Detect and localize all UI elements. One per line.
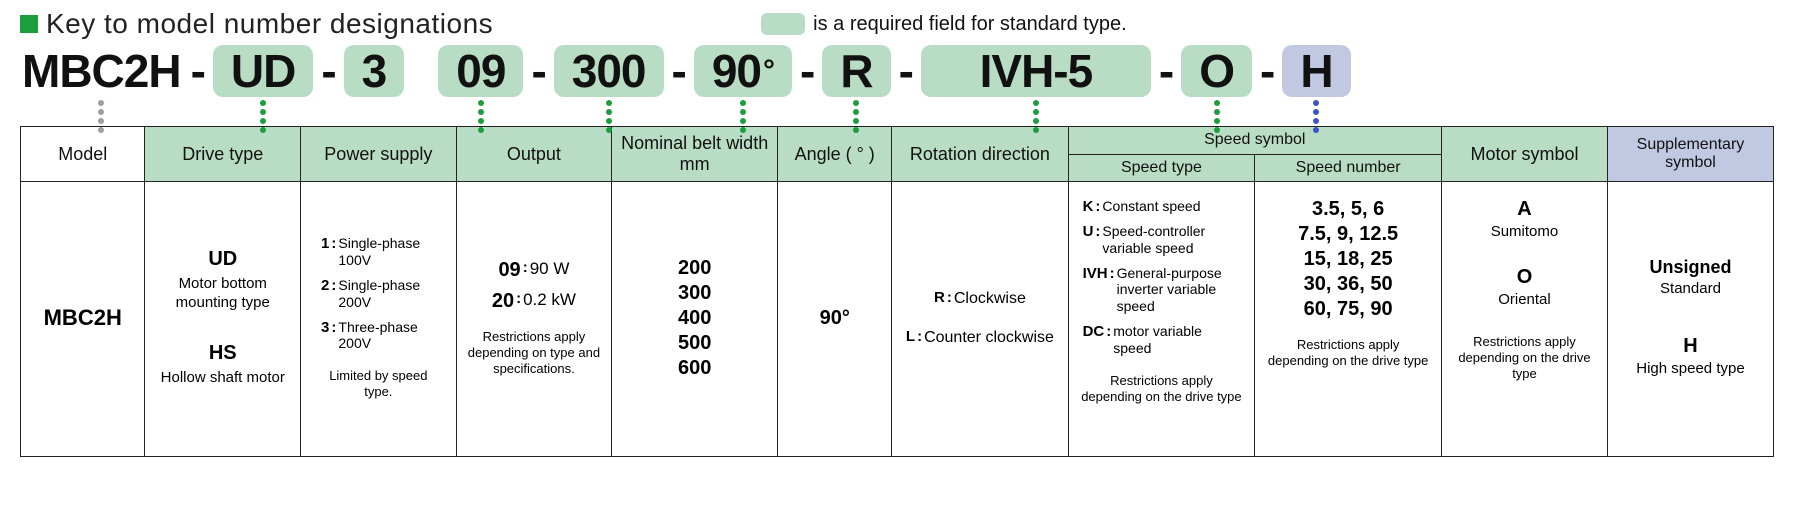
cell-angle-value: 90°: [788, 307, 881, 330]
cell-power-supply: 1: Single-phase 100V2: Single-phase 200V…: [301, 182, 457, 457]
rot-key-l: L: [906, 328, 915, 345]
degree-symbol: °: [763, 54, 774, 88]
rot-val-r: Clockwise: [954, 289, 1026, 308]
seg-motor: O: [1181, 45, 1252, 97]
dash: -: [670, 44, 688, 98]
motor-desc-a: Sumitomo: [1491, 223, 1559, 242]
th-output: Output: [456, 127, 612, 182]
dash: -: [897, 44, 915, 98]
motor-code-a: A: [1517, 198, 1531, 221]
seg-prefix: MBC2H: [20, 45, 183, 97]
cell-model-value: MBC2H: [31, 305, 134, 331]
th-drive-type: Drive type: [145, 127, 301, 182]
title-text: Key to model number designations: [46, 8, 493, 40]
legend-swatch: [761, 13, 805, 35]
dash: -: [1157, 44, 1175, 98]
connector-dots-row: [20, 100, 1774, 126]
seg-power-supply: 3: [344, 45, 405, 97]
designation-table: Model Drive type Power supply Output Nom…: [20, 126, 1774, 457]
rot-key-r: R: [934, 289, 945, 306]
output-note: Restrictions apply depending on type and…: [467, 329, 602, 378]
seg-angle-value: 90: [712, 44, 761, 98]
th-rotation: Rotation direction: [892, 127, 1068, 182]
th-motor: Motor symbol: [1442, 127, 1608, 182]
motor-note: Restrictions apply depending on the driv…: [1452, 334, 1597, 383]
cell-rotation: R:Clockwise L:Counter clockwise: [892, 182, 1068, 457]
seg-supplementary: H: [1282, 45, 1350, 97]
supp-desc-a: Standard: [1660, 280, 1721, 299]
motor-desc-b: Oriental: [1498, 291, 1551, 310]
cell-output: 09:90 W20:0.2 kW Restrictions apply depe…: [456, 182, 612, 457]
drive-type-code-a: UD: [208, 248, 237, 271]
supp-code-a: Unsigned: [1649, 257, 1731, 278]
th-angle: Angle ( ° ): [778, 127, 892, 182]
legend: is a required field for standard type.: [761, 13, 1127, 36]
seg-output: 09: [438, 45, 523, 97]
dash: -: [798, 44, 816, 98]
cell-width: 200300400500600: [612, 182, 778, 457]
supp-code-b: H: [1683, 335, 1697, 358]
th-speed-symbol: Speed symbol: [1068, 127, 1441, 155]
title-marker: [20, 15, 38, 33]
dash: -: [529, 44, 547, 98]
drive-type-desc-a: Motor bottom mounting type: [155, 275, 290, 313]
rot-val-l: Counter clockwise: [924, 328, 1054, 347]
supp-desc-b: High speed type: [1636, 360, 1744, 379]
cell-model: MBC2H: [21, 182, 145, 457]
seg-speed: IVH-5: [921, 45, 1151, 97]
seg-width: 300: [554, 45, 664, 97]
power-supply-note: Limited by speed type.: [317, 368, 440, 401]
th-width: Nominal belt width mm: [612, 127, 778, 182]
cell-speed-number: 3.5, 5, 67.5, 9, 12.515, 18, 2530, 36, 5…: [1255, 182, 1442, 457]
dash: -: [1258, 44, 1276, 98]
legend-text: is a required field for standard type.: [813, 13, 1127, 36]
cell-motor: A Sumitomo O Oriental Restrictions apply…: [1442, 182, 1608, 457]
cell-drive-type: UD Motor bottom mounting type HS Hollow …: [145, 182, 301, 457]
th-speed-type: Speed type: [1068, 154, 1255, 182]
drive-type-code-b: HS: [209, 342, 237, 365]
th-power-supply: Power supply: [301, 127, 457, 182]
seg-rotation: R: [822, 45, 890, 97]
dash: -: [189, 44, 207, 98]
speed-number-note: Restrictions apply depending on the driv…: [1265, 337, 1431, 370]
title-row: Key to model number designations is a re…: [20, 8, 1774, 40]
speed-type-note: Restrictions apply depending on the driv…: [1079, 373, 1245, 406]
cell-supp: Unsigned Standard H High speed type: [1607, 182, 1773, 457]
model-number-row: MBC2H - UD - 3 09 - 300 - 90° - R - IVH-…: [20, 44, 1774, 98]
motor-code-b: O: [1517, 266, 1533, 289]
drive-type-desc-b: Hollow shaft motor: [161, 369, 285, 388]
th-model: Model: [21, 127, 145, 182]
th-supp: Supplementary symbol: [1607, 127, 1773, 182]
seg-drive-type: UD: [213, 45, 313, 97]
cell-speed-type: K:Constant speedU:Speed-controller varia…: [1068, 182, 1255, 457]
seg-angle: 90°: [694, 45, 792, 97]
th-speed-number: Speed number: [1255, 154, 1442, 182]
cell-angle: 90°: [778, 182, 892, 457]
dash: -: [319, 44, 337, 98]
